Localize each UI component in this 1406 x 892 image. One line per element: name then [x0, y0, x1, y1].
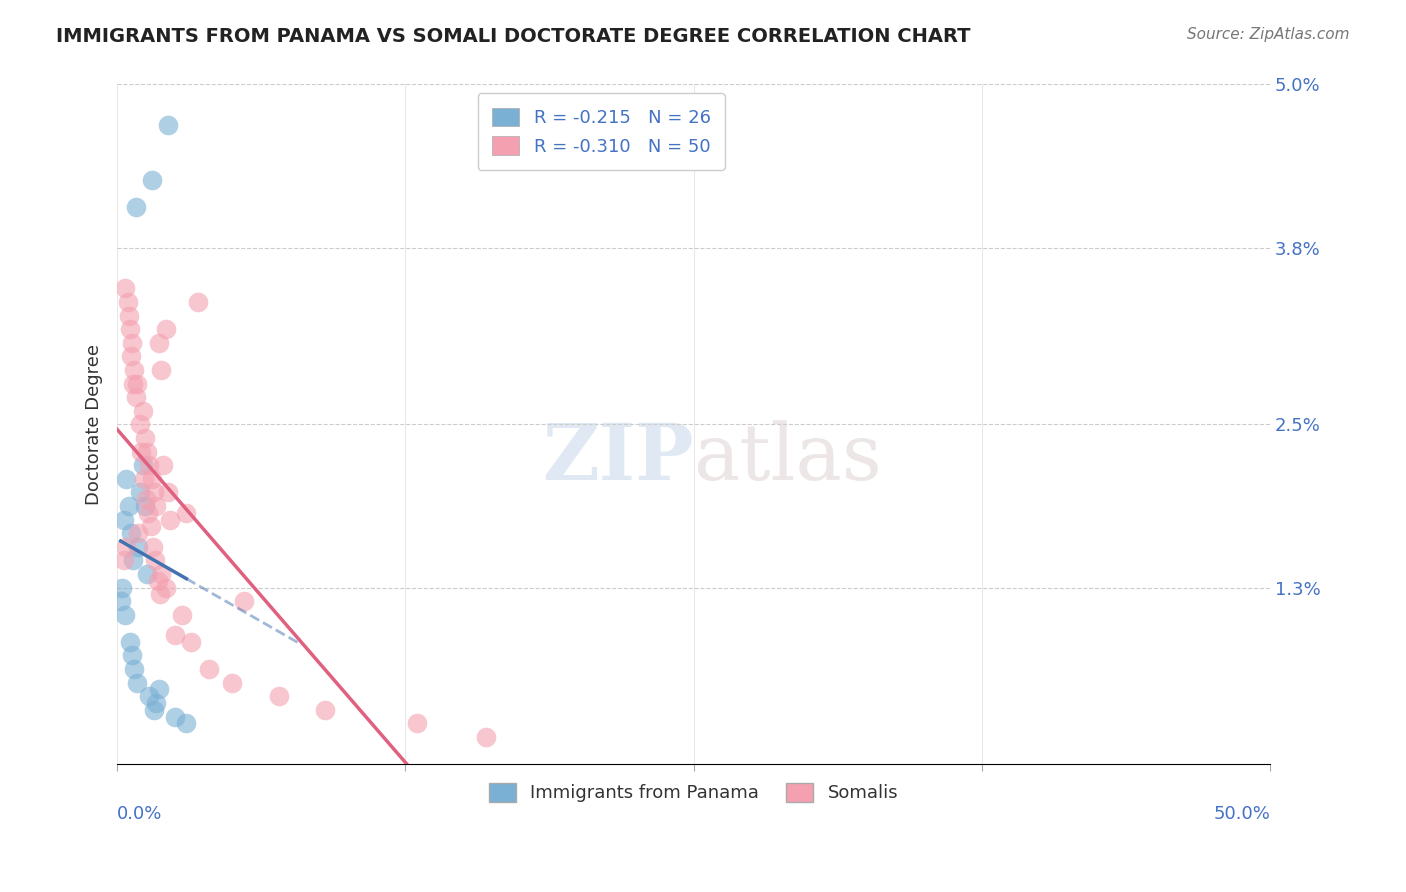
- Point: [141, 472, 163, 486]
- Point: [127, 526, 149, 541]
- Point: [163, 709, 186, 723]
- Point: [139, 519, 162, 533]
- Point: [148, 682, 170, 697]
- Point: [127, 540, 149, 554]
- Point: [143, 553, 166, 567]
- Point: [176, 506, 198, 520]
- Point: [114, 281, 136, 295]
- Point: [180, 635, 202, 649]
- Point: [148, 335, 170, 350]
- Point: [135, 492, 157, 507]
- Text: 50.0%: 50.0%: [1213, 805, 1270, 823]
- Point: [118, 499, 141, 513]
- Text: Source: ZipAtlas.com: Source: ZipAtlas.com: [1187, 27, 1350, 42]
- Point: [131, 444, 153, 458]
- Point: [152, 458, 174, 472]
- Point: [120, 526, 142, 541]
- Point: [124, 200, 146, 214]
- Point: [118, 635, 141, 649]
- Point: [112, 512, 135, 526]
- Point: [110, 594, 132, 608]
- Point: [118, 309, 141, 323]
- Point: [124, 363, 146, 377]
- Text: atlas: atlas: [693, 420, 883, 496]
- Point: [136, 444, 159, 458]
- Point: [176, 716, 198, 731]
- Point: [221, 675, 243, 690]
- Point: [115, 472, 138, 486]
- Point: [125, 376, 148, 391]
- Point: [142, 540, 165, 554]
- Point: [124, 390, 146, 404]
- Point: [131, 403, 153, 417]
- Point: [136, 566, 159, 581]
- Point: [118, 322, 141, 336]
- Point: [125, 675, 148, 690]
- Point: [131, 458, 153, 472]
- Point: [136, 506, 159, 520]
- Point: [187, 295, 209, 310]
- Text: IMMIGRANTS FROM PANAMA VS SOMALI DOCTORATE DEGREE CORRELATION CHART: IMMIGRANTS FROM PANAMA VS SOMALI DOCTORA…: [56, 27, 970, 45]
- Point: [155, 581, 177, 595]
- Point: [129, 417, 152, 432]
- Point: [198, 662, 221, 676]
- Point: [146, 574, 169, 588]
- Point: [112, 553, 135, 567]
- Point: [163, 628, 186, 642]
- Point: [155, 322, 177, 336]
- Point: [122, 553, 145, 567]
- Point: [156, 485, 179, 500]
- Point: [121, 335, 143, 350]
- Point: [117, 295, 139, 310]
- Point: [159, 512, 181, 526]
- Point: [138, 690, 160, 704]
- Point: [141, 172, 163, 186]
- Point: [145, 499, 167, 513]
- Y-axis label: Doctorate Degree: Doctorate Degree: [86, 343, 103, 505]
- Point: [132, 472, 155, 486]
- Point: [406, 716, 429, 731]
- Point: [114, 607, 136, 622]
- Text: ZIP: ZIP: [541, 420, 693, 496]
- Point: [121, 648, 143, 663]
- Point: [267, 690, 290, 704]
- Point: [475, 730, 498, 744]
- Point: [134, 431, 156, 445]
- Point: [149, 587, 172, 601]
- Point: [134, 499, 156, 513]
- Text: 0.0%: 0.0%: [117, 805, 163, 823]
- Point: [111, 581, 134, 595]
- Point: [122, 376, 145, 391]
- Point: [145, 696, 167, 710]
- Point: [120, 350, 142, 364]
- Point: [115, 540, 138, 554]
- Point: [150, 566, 173, 581]
- Point: [170, 607, 193, 622]
- Legend: Immigrants from Panama, Somalis: Immigrants from Panama, Somalis: [481, 776, 905, 810]
- Point: [129, 485, 152, 500]
- Point: [233, 594, 256, 608]
- Point: [143, 485, 166, 500]
- Point: [156, 118, 179, 132]
- Point: [143, 703, 166, 717]
- Point: [314, 703, 336, 717]
- Point: [150, 363, 173, 377]
- Point: [138, 458, 160, 472]
- Point: [124, 662, 146, 676]
